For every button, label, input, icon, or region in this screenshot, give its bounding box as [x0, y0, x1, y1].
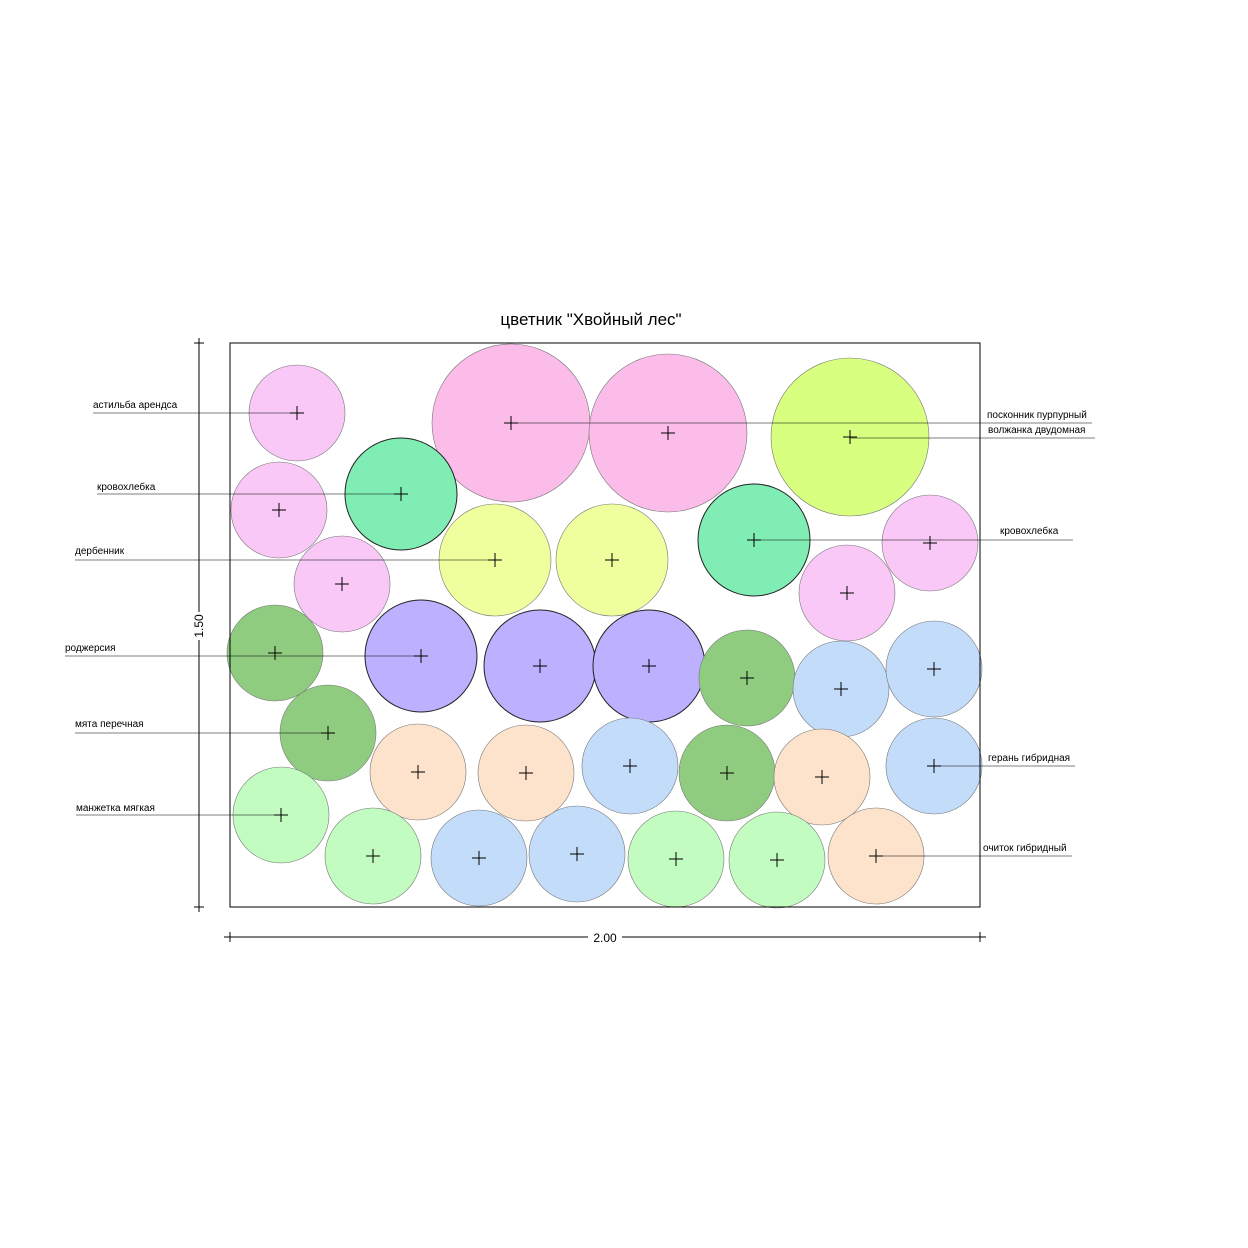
- plants: [226, 343, 983, 909]
- plant-labels: астильба арендса кровохлебка дербенник родж…: [65, 399, 1095, 857]
- width-label: 2.00: [593, 931, 617, 945]
- plant-label: манжетка мягкая: [76, 803, 155, 814]
- height-label: 1.50: [192, 614, 206, 638]
- plant-label: роджерсия: [65, 643, 116, 654]
- dimension-lines: [194, 338, 986, 942]
- plant-label: волжанка двудомная: [988, 425, 1085, 436]
- title: цветник "Хвойный лес": [500, 310, 681, 329]
- bed-outline: [229, 342, 981, 908]
- plant-label: астильба арендса: [93, 399, 178, 411]
- plant-label: дербенник: [75, 545, 125, 557]
- plant-label: кровохлебка: [97, 481, 156, 493]
- plant-label: кровохлебка: [1000, 525, 1059, 537]
- plant-label: герань гибридная: [988, 752, 1070, 764]
- plant-label: мята перечная: [75, 719, 144, 730]
- plant-label: посконник пурпурный: [987, 410, 1087, 421]
- plant-label: очиток гибридный: [983, 842, 1067, 854]
